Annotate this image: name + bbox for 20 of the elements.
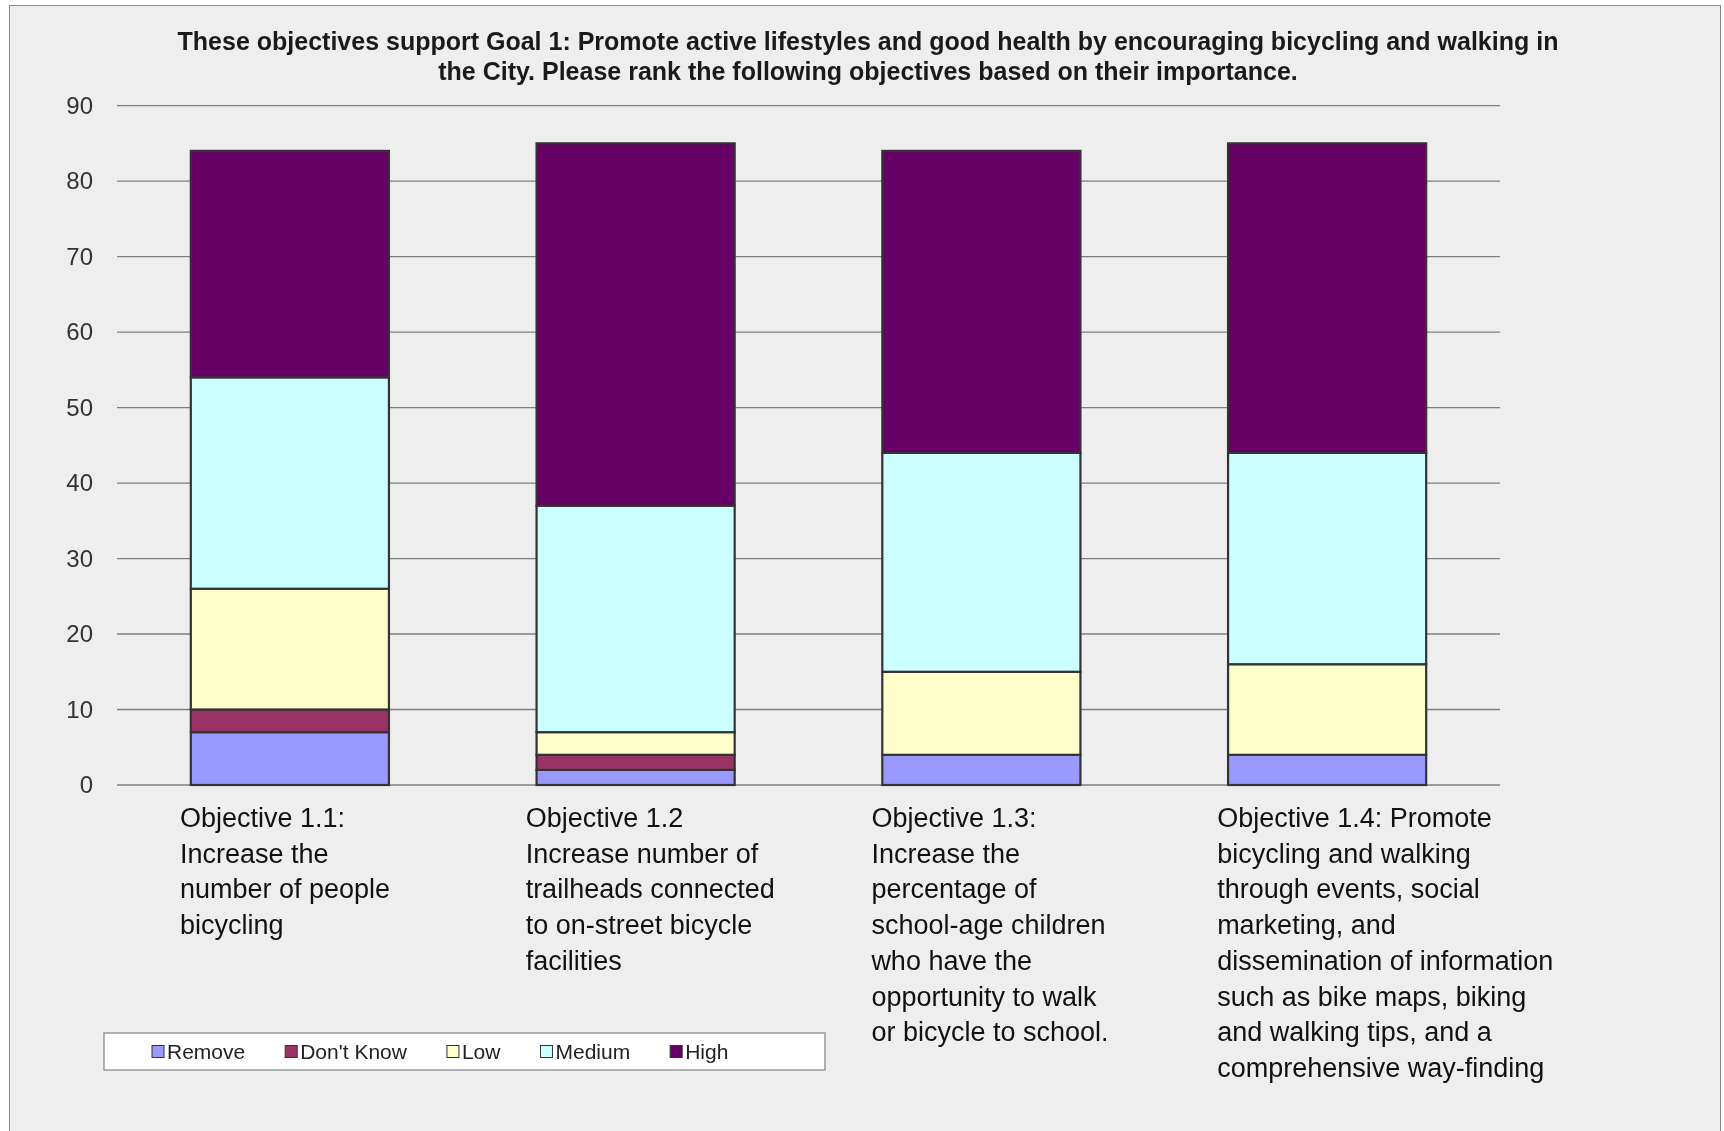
- y-tick-label: 80: [66, 167, 93, 195]
- x-tick-label: Objective 1.1: Increase the number of people bicycling: [179, 803, 391, 941]
- y-tick-label: 60: [66, 318, 93, 346]
- legend-label: Low: [461, 1040, 502, 1063]
- y-tick-label: 70: [66, 242, 93, 270]
- chart-title: These objectives support Goal 1: Promote active lifestyles and good health by encouraging bicycling and walking in the City. Please rank the following objectives based on their importance.: [177, 27, 1559, 85]
- legend-label: Remove: [167, 1040, 246, 1063]
- x-tick-label: Objective 1.2 Increase number of trailheads connected to on-street bicycle facilities: [525, 803, 775, 976]
- y-tick-label: 50: [66, 393, 93, 421]
- y-tick-label: 30: [66, 544, 93, 572]
- legend-label: Medium: [555, 1040, 631, 1063]
- y-tick-label: 0: [79, 771, 93, 799]
- y-tick-label: 20: [66, 620, 93, 648]
- x-tick-label: Objective 1.3: Increase the percentage of school-age children who have the opportunity to walk or bicycle to school.: [870, 803, 1109, 1048]
- legend-label: High: [685, 1040, 729, 1063]
- legend-label: Don't Know: [300, 1040, 408, 1063]
- x-tick-label: Objective 1.4: Promote bicycling and walking through events, social marketing, and dissemination of information such as bike maps, biking and walking tips, and a comprehensive way-finding: [1217, 803, 1554, 1083]
- y-tick-label: 40: [66, 469, 93, 497]
- y-tick-label: 10: [66, 695, 93, 723]
- y-tick-label: 90: [66, 91, 93, 119]
